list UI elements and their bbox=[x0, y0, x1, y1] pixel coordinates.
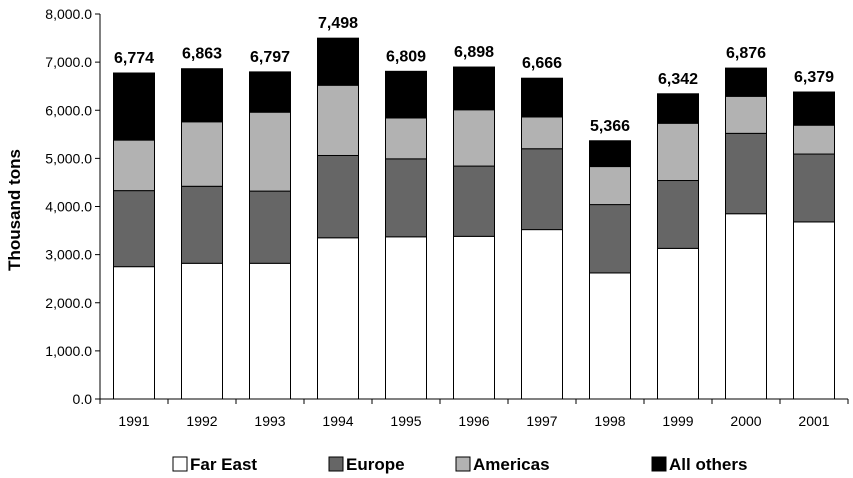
total-label: 6,342 bbox=[658, 71, 698, 88]
bar-segment-europe bbox=[453, 165, 495, 237]
x-tick-label: 2000 bbox=[730, 413, 761, 429]
y-tick-label: 5,000.0 bbox=[45, 150, 92, 166]
x-tick-label: 1991 bbox=[118, 413, 149, 429]
x-tick-label: 1998 bbox=[594, 413, 625, 429]
bar-segment-americas bbox=[181, 121, 223, 187]
bar-segment-all-others bbox=[113, 72, 155, 141]
x-tick-label: 1995 bbox=[390, 413, 421, 429]
y-axis-label: Thousand tons bbox=[5, 149, 24, 271]
bar-segment-all-others bbox=[793, 91, 835, 126]
x-tick-label: 1993 bbox=[254, 413, 285, 429]
bars-layer: 6,774 6,863 6,797 7,498 6,809 6,898 6,666 5,366… bbox=[113, 15, 835, 400]
bar-segment-far-east bbox=[453, 235, 495, 400]
legend-swatch-americas bbox=[455, 456, 471, 472]
total-label: 6,898 bbox=[454, 44, 494, 61]
bar-segment-americas bbox=[589, 166, 631, 206]
bar-segment-all-others bbox=[589, 140, 631, 168]
total-label: 6,876 bbox=[726, 45, 766, 62]
y-tick-label: 2,000.0 bbox=[45, 295, 92, 311]
bar-segment-americas bbox=[453, 109, 495, 167]
bar-segment-all-others bbox=[453, 66, 495, 111]
bar-segment-all-others bbox=[521, 77, 563, 118]
bar-segment-americas bbox=[521, 116, 563, 150]
legend-swatch-europe bbox=[328, 456, 344, 472]
bar-segment-europe bbox=[793, 153, 835, 223]
bar-segment-all-others bbox=[249, 71, 291, 113]
total-label: 5,366 bbox=[590, 118, 630, 135]
bar-segment-europe bbox=[249, 190, 291, 264]
bar-segment-all-others bbox=[725, 67, 767, 97]
bar-segment-americas bbox=[249, 111, 291, 192]
total-label: 6,863 bbox=[182, 46, 222, 63]
bar-segment-europe bbox=[589, 204, 631, 274]
x-tick-label: 1994 bbox=[322, 413, 353, 429]
total-label: 6,797 bbox=[250, 49, 290, 66]
total-label: 6,666 bbox=[522, 55, 562, 72]
bar-segment-far-east bbox=[725, 213, 767, 400]
x-tick-label: 2001 bbox=[798, 413, 829, 429]
bar-segment-europe bbox=[317, 154, 359, 239]
y-tick-label: 0.0 bbox=[73, 391, 93, 407]
total-label: 6,379 bbox=[794, 69, 834, 86]
bar-segment-far-east bbox=[385, 236, 427, 400]
bar-segment-far-east bbox=[249, 262, 291, 400]
legend-label-americas: Americas bbox=[473, 455, 550, 474]
bar-segment-all-others bbox=[385, 70, 427, 119]
legend-label-europe: Europe bbox=[346, 455, 405, 474]
bar-segment-far-east bbox=[657, 247, 699, 400]
axes-layer: 0.0 1,000.0 2,000.0 3,000.0 4,000.0 5,000.0 6,… bbox=[45, 6, 849, 429]
x-tick-label: 1997 bbox=[526, 413, 557, 429]
y-tick-label: 1,000.0 bbox=[45, 343, 92, 359]
bar-segment-europe bbox=[113, 190, 155, 268]
bar-segment-americas bbox=[793, 124, 835, 155]
x-tick-label: 1996 bbox=[458, 413, 489, 429]
legend-label-all-others: All others bbox=[669, 455, 747, 474]
y-tick-label: 4,000.0 bbox=[45, 199, 92, 215]
y-tick-label: 8,000.0 bbox=[45, 6, 92, 22]
bar-segment-americas bbox=[317, 84, 359, 156]
bar-segment-far-east bbox=[113, 266, 155, 400]
bar-segment-all-others bbox=[657, 93, 699, 124]
bar-segment-americas bbox=[657, 122, 699, 182]
y-tick-label: 6,000.0 bbox=[45, 102, 92, 118]
total-label: 6,774 bbox=[114, 50, 154, 67]
x-tick-label: 1992 bbox=[186, 413, 217, 429]
bar-segment-far-east bbox=[793, 221, 835, 400]
bar-segment-europe bbox=[725, 132, 767, 215]
bar-segment-all-others bbox=[317, 37, 359, 86]
bar-segment-europe bbox=[385, 158, 427, 238]
bar-segment-far-east bbox=[317, 237, 359, 400]
bar-segment-americas bbox=[385, 117, 427, 160]
bar-segment-far-east bbox=[521, 229, 563, 400]
bar-segment-all-others bbox=[181, 68, 223, 123]
bar-segment-europe bbox=[521, 148, 563, 231]
x-tick-label: 1999 bbox=[662, 413, 693, 429]
bar-segment-europe bbox=[181, 185, 223, 264]
legend-swatch-far-east bbox=[172, 456, 188, 472]
bar-segment-europe bbox=[657, 180, 699, 249]
legend-swatch-all-others bbox=[651, 456, 667, 472]
bar-segment-americas bbox=[725, 95, 767, 134]
total-label: 6,809 bbox=[386, 48, 426, 65]
bar-segment-far-east bbox=[181, 262, 223, 400]
legend: Far East Europe Americas All others bbox=[172, 455, 747, 474]
y-tick-label: 3,000.0 bbox=[45, 247, 92, 263]
y-tick-label: 7,000.0 bbox=[45, 54, 92, 70]
total-label: 7,498 bbox=[318, 15, 358, 32]
bar-segment-americas bbox=[113, 139, 155, 192]
legend-label-far-east: Far East bbox=[190, 455, 257, 474]
bar-segment-far-east bbox=[589, 272, 631, 400]
